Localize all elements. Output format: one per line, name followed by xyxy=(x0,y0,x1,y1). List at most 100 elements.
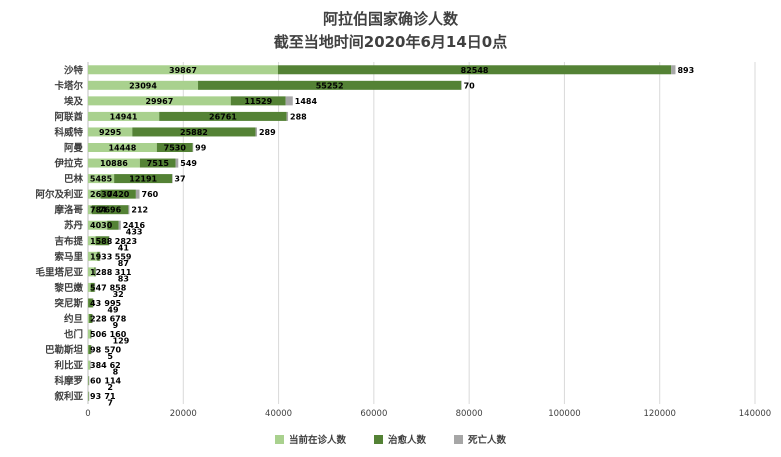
x-axis-tick-label: 100000 xyxy=(548,409,580,419)
category-label: 阿联酋 xyxy=(54,111,83,123)
data-label: 1484 xyxy=(295,97,318,106)
bar-segment-cured xyxy=(156,143,193,152)
data-label: 2823 xyxy=(115,237,137,246)
legend-item-cured: 治愈人数 xyxy=(373,432,426,446)
data-label: 32 xyxy=(113,290,124,299)
data-label: 55252 xyxy=(316,81,344,90)
bar-segment-deaths xyxy=(255,127,257,137)
bar-segment-current xyxy=(88,158,140,168)
data-label: 2416 xyxy=(123,221,146,230)
category-label: 黎巴嫩 xyxy=(53,282,83,294)
bar-segment-deaths xyxy=(91,345,92,355)
bar-segment-cured xyxy=(89,360,91,370)
x-axis-tick-label: 20000 xyxy=(170,409,197,419)
bar-segment-current xyxy=(88,267,95,277)
bar-segment-cured xyxy=(90,329,92,339)
data-label: 14941 xyxy=(110,112,138,121)
category-label: 卡塔尔 xyxy=(54,80,83,92)
data-label: 37 xyxy=(174,175,185,184)
bar-segment-current xyxy=(88,65,278,75)
bar-segment-current xyxy=(88,143,157,152)
bar-segment-deaths xyxy=(88,391,90,401)
category-label: 苏丹 xyxy=(64,220,84,232)
bar-segment-deaths xyxy=(92,298,94,308)
legend-swatch-cured-icon xyxy=(373,434,383,444)
bar-segment-current xyxy=(88,96,231,106)
bar-segment-cured xyxy=(198,80,462,90)
data-label: 49 xyxy=(107,305,119,314)
bar-segment-cured xyxy=(97,251,100,261)
bar-segment-current xyxy=(88,329,91,339)
data-label: 547 xyxy=(90,283,107,292)
bar-segment-current xyxy=(88,205,92,215)
data-label: 25882 xyxy=(180,128,208,137)
x-axis-tick-label: 120000 xyxy=(643,409,675,419)
bar-segment-deaths xyxy=(99,251,101,261)
data-label: 506 xyxy=(90,330,107,339)
data-label: 70 xyxy=(464,81,476,90)
data-label: 7696 xyxy=(99,206,122,215)
bar-segment-current xyxy=(88,220,108,230)
bar-segment-cured xyxy=(230,96,286,106)
data-label: 995 xyxy=(104,299,121,308)
data-label: 41 xyxy=(118,243,130,252)
category-label: 巴林 xyxy=(64,173,84,185)
bar-segment-cured xyxy=(277,65,672,75)
data-label: 11529 xyxy=(244,97,272,106)
bar-segment-cured xyxy=(107,220,119,230)
data-label: 5485 xyxy=(90,175,113,184)
data-label: 858 xyxy=(110,283,127,292)
bar-segment-deaths xyxy=(192,143,194,152)
data-label: 71 xyxy=(104,392,116,401)
bar-segment-deaths xyxy=(285,96,293,106)
data-label: 99 xyxy=(195,144,207,153)
bar-segment-cured xyxy=(88,298,93,308)
category-label: 科威特 xyxy=(54,126,83,138)
category-label: 毛里塔尼亚 xyxy=(35,266,83,278)
bar-segment-current xyxy=(88,376,89,386)
data-label: 14448 xyxy=(108,144,136,153)
bar-segment-deaths xyxy=(94,282,96,292)
data-label: 570 xyxy=(104,346,121,355)
data-label: 9295 xyxy=(99,128,122,137)
bar-segment-cured xyxy=(88,391,89,401)
data-label: 39867 xyxy=(169,66,197,75)
data-label: 129 xyxy=(113,337,130,346)
bar-segment-deaths xyxy=(286,111,289,121)
legend-item-deaths: 死亡人数 xyxy=(454,432,506,446)
data-label: 7515 xyxy=(147,159,170,168)
bar-segment-deaths xyxy=(91,329,92,339)
data-label: 10886 xyxy=(100,159,128,168)
data-label: 98 xyxy=(90,346,102,355)
data-label: 384 xyxy=(90,361,107,370)
legend-label-deaths: 死亡人数 xyxy=(468,435,507,446)
bar-segment-current xyxy=(88,174,115,184)
data-label: 4030 xyxy=(90,221,113,230)
bar-segment-deaths xyxy=(92,314,93,323)
category-label: 埃及 xyxy=(64,95,84,107)
data-label: 8 xyxy=(113,368,119,377)
bar-segment-deaths xyxy=(172,174,173,184)
data-label: 433 xyxy=(126,228,143,237)
data-label: 2 xyxy=(107,383,113,392)
bar-segment-cured xyxy=(89,314,93,323)
data-label: 760 xyxy=(142,190,159,199)
bar-segment-deaths xyxy=(461,80,462,90)
legend-swatch-deaths-icon xyxy=(454,434,463,444)
category-label: 突尼斯 xyxy=(54,297,83,309)
data-label: 29967 xyxy=(145,97,173,106)
chart-title: 阿拉伯国家确诊人数 xyxy=(322,10,458,28)
bar-segment-current xyxy=(88,251,98,261)
bar-segment-cured xyxy=(114,174,173,184)
legend-swatch-current-icon xyxy=(274,434,284,444)
legend-label-current: 当前在诊人数 xyxy=(288,435,346,446)
data-label: 1933 xyxy=(90,252,112,261)
category-label: 科摩罗 xyxy=(54,375,83,387)
bar-segment-current xyxy=(88,360,90,370)
data-label: 87 xyxy=(118,259,129,268)
bar-segment-cured xyxy=(88,345,92,355)
legend-item-current: 当前在诊人数 xyxy=(274,432,346,446)
legend: 当前在诊人数 治愈人数 死亡人数 xyxy=(0,432,781,446)
bar-segment-current xyxy=(88,80,199,90)
